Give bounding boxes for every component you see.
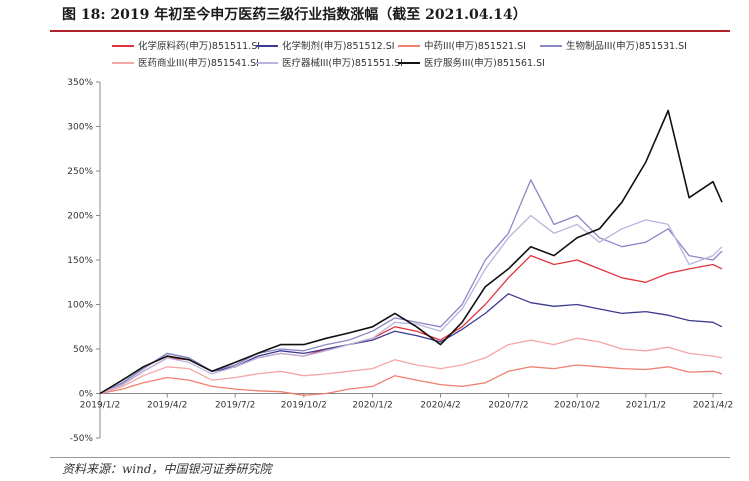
chart-legend: 化学原料药(申万)851511.SI 化学制剂(申万)851512.SI 中药III… <box>112 40 687 69</box>
x-tick-label: 2021/1/2 <box>626 401 666 411</box>
source-rule <box>50 457 730 458</box>
y-tick-label: 150% <box>67 256 93 266</box>
y-tick-label: 200% <box>67 212 93 222</box>
y-tick-label: 100% <box>67 301 93 311</box>
series-line-5 <box>99 214 723 395</box>
legend-label: 医疗器械III(申万)851551.SI <box>282 57 403 69</box>
x-tick-label: 2019/10/2 <box>281 401 327 411</box>
x-tick-label: 2020/7/2 <box>488 401 528 411</box>
chart-axes: -50% 0% 50% 100% 150% 200% 250% 300% 350% 2019/1/… <box>67 78 733 444</box>
x-tick-label: 2019/1/2 <box>80 401 120 411</box>
x-tick-label: 2020/10/2 <box>554 401 600 411</box>
series-line-0 <box>99 254 723 395</box>
source-note: 资料来源：wind，中国银河证券研究院 <box>62 462 272 476</box>
series-line-6 <box>99 109 723 395</box>
x-tick-label: 2019/7/2 <box>215 401 255 411</box>
figure-title: 图 18: 2019 年初至今申万医药三级行业指数涨幅（截至 2021.04.1… <box>62 7 527 23</box>
x-tick-label: 2021/4/2 <box>693 401 733 411</box>
legend-label: 医药商业III(申万)851541.SI <box>138 57 259 69</box>
y-tick-label: -50% <box>70 434 94 444</box>
y-tick-label: 0% <box>79 390 94 400</box>
legend-label: 医疗服务III(申万)851561.SI <box>424 57 545 69</box>
y-tick-label: 50% <box>73 345 93 355</box>
series-line-4 <box>99 337 723 395</box>
x-tick-label: 2020/1/2 <box>352 401 392 411</box>
x-tick-label: 2019/4/2 <box>147 401 187 411</box>
legend-label: 化学原料药(申万)851511.SI <box>138 40 260 52</box>
legend-label: 生物制品III(申万)851531.SI <box>566 40 687 52</box>
y-tick-label: 300% <box>67 123 93 133</box>
title-rule <box>50 30 730 32</box>
y-tick-label: 350% <box>67 78 93 88</box>
legend-label: 化学制剂(申万)851512.SI <box>282 40 395 52</box>
x-tick-label: 2020/4/2 <box>420 401 460 411</box>
legend-label: 中药III(申万)851521.SI <box>424 40 526 52</box>
chart-lines <box>99 109 723 396</box>
y-tick-label: 250% <box>67 167 93 177</box>
series-line-2 <box>99 364 723 396</box>
